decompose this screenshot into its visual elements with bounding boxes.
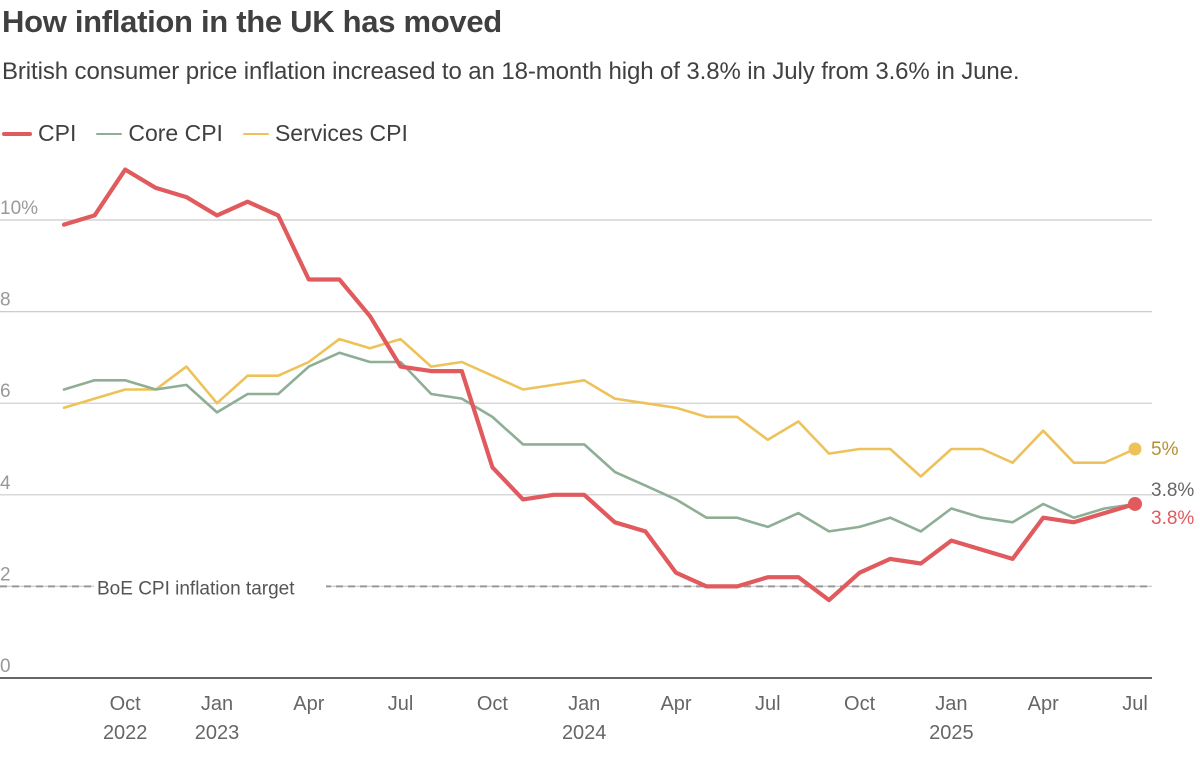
services-line (62, 337, 1137, 478)
cpi-end-marker (1128, 496, 1142, 511)
legend-item-core-cpi: Core CPI (96, 120, 223, 147)
cpi-end-label: 3.8% (1151, 508, 1194, 529)
core-end-label: 3.8% (1151, 480, 1194, 501)
x-tick-label: Apr (1028, 693, 1059, 715)
x-tick-label: Jul (388, 693, 414, 715)
chart-title: How inflation in the UK has moved (2, 4, 502, 39)
legend-swatch-core-cpi (96, 132, 123, 135)
x-tick-year-label: 2025 (929, 722, 974, 744)
y-tick-label: 4 (0, 473, 11, 494)
legend-label-cpi: CPI (38, 120, 77, 146)
y-tick-label: 0 (0, 656, 11, 677)
y-tick-label: 8 (0, 290, 11, 311)
x-tick-label: Apr (293, 693, 324, 715)
boe-target-label-bg (94, 573, 326, 598)
x-tick-label: Jan (935, 693, 967, 715)
services-end-label: 5% (1151, 439, 1179, 460)
x-tick-label: Oct (844, 693, 876, 715)
x-tick-label: Jan (201, 693, 233, 715)
x-tick-label: Jan (568, 693, 600, 715)
y-tick-label: 2 (0, 564, 11, 585)
legend: CPI Core CPI Services CPI (2, 120, 428, 147)
core-line (62, 351, 1137, 533)
chart-subtitle: British consumer price inflation increas… (2, 58, 1020, 85)
y-tick-label: 10% (0, 198, 38, 219)
x-tick-label: Oct (110, 693, 142, 715)
x-tick-label: Jul (755, 693, 781, 715)
x-tick-label: Oct (477, 693, 509, 715)
legend-label-services-cpi: Services CPI (274, 120, 408, 146)
boe-target-label: BoE CPI inflation target (97, 578, 295, 599)
x-tick-year-label: 2022 (103, 722, 148, 744)
legend-item-services-cpi: Services CPI (242, 120, 408, 147)
x-tick-year-label: 2023 (195, 722, 240, 744)
services-end-marker (1128, 442, 1142, 456)
legend-swatch-cpi (2, 131, 32, 136)
legend-item-cpi: CPI (2, 120, 76, 147)
cpi-line (61, 167, 1138, 603)
legend-label-core-cpi: Core CPI (128, 120, 223, 146)
x-tick-label: Apr (660, 693, 691, 715)
x-tick-year-label: 2024 (562, 722, 607, 744)
legend-swatch-services-cpi (242, 132, 269, 135)
x-tick-label: Jul (1122, 693, 1148, 715)
y-tick-label: 6 (0, 381, 11, 402)
